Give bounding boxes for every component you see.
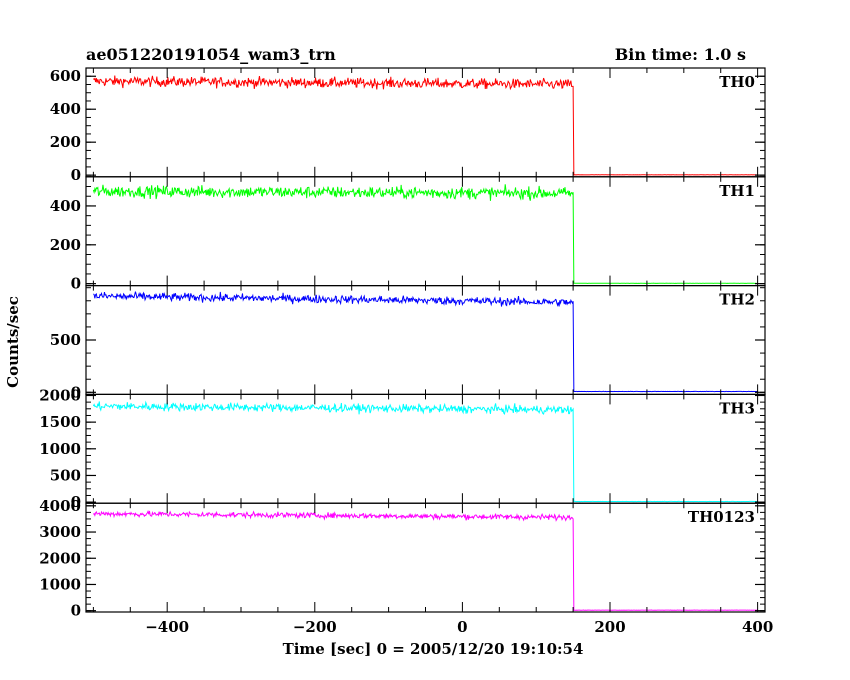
- y-tick-label: 1500: [39, 413, 81, 431]
- y-tick-label: 4000: [39, 497, 81, 515]
- y-tick-label: 200: [50, 133, 81, 151]
- panel-label-th3: TH3: [719, 399, 755, 417]
- panel-label-th0123: TH0123: [688, 508, 755, 526]
- x-tick-label: 400: [742, 618, 773, 636]
- x-axis-label: Time [sec] 0 = 2005/12/20 19:10:54: [283, 640, 584, 658]
- x-tick-label: −200: [293, 618, 337, 636]
- panel-label-th2: TH2: [719, 291, 755, 309]
- y-axis-label: Counts/sec: [4, 296, 22, 388]
- series-line-th2: [93, 291, 758, 393]
- panel-th2: 0 500 TH2: [50, 285, 766, 401]
- y-tick-label: 600: [50, 67, 81, 85]
- panel-th1: 0 200 400 TH1: [50, 176, 766, 293]
- series-line-th1: [92, 184, 758, 284]
- y-tick-label: 500: [50, 331, 81, 349]
- y-tick-label: 1000: [39, 575, 81, 593]
- y-tick-label: 400: [50, 100, 81, 118]
- y-tick-label: 200: [50, 236, 81, 254]
- y-tick-label: 0: [71, 383, 81, 401]
- x-tick-label: 0: [457, 618, 467, 636]
- y-tick-label: 2000: [39, 549, 81, 567]
- x-tick-labels: −400 −200 0 200 400: [145, 618, 773, 636]
- panel-th0: 0 200 400 600 TH0: [50, 67, 766, 184]
- panel-th0123: 0 1000 2000 3000 4000 TH0123: [39, 497, 766, 620]
- y-tick-label: 0: [71, 166, 81, 184]
- panel-th3: 0 500 1000 1500 2000 TH3: [39, 386, 766, 511]
- y-tick-label: 500: [50, 466, 81, 484]
- x-tick-label: −400: [145, 618, 189, 636]
- y-tick-label: 0: [71, 493, 81, 511]
- x-tick-label: 200: [594, 618, 625, 636]
- y-tick-label: 0: [71, 602, 81, 620]
- panels: 0 200 400 600 TH0 0 200 400 TH1 0 500 TH2 0 500 1000 15…: [39, 67, 766, 620]
- panel-frame: [85, 502, 766, 613]
- series-line-th0: [93, 75, 758, 176]
- chart-subtitle: Bin time: 1.0 s: [615, 45, 746, 64]
- chart-title: ae051220191054_wam3_trn: [86, 45, 336, 64]
- panel-label-th1: TH1: [719, 182, 755, 200]
- series-line-th0123: [93, 509, 758, 611]
- y-tick-label: 400: [50, 197, 81, 215]
- panel-frame: [85, 67, 766, 178]
- y-tick-label: 3000: [39, 523, 81, 541]
- y-tick-label: 1000: [39, 440, 81, 458]
- panel-label-th0: TH0: [719, 73, 755, 91]
- panel-frame: [85, 393, 766, 504]
- series-line-th3: [92, 400, 758, 503]
- y-tick-label: 2000: [39, 386, 81, 404]
- y-tick-label: 0: [71, 275, 81, 293]
